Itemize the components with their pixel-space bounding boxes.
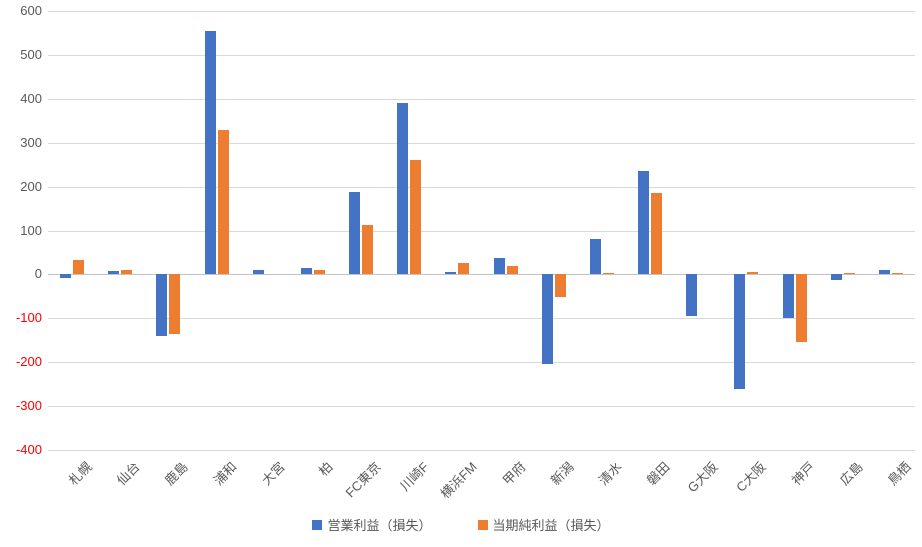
bar-net-profit xyxy=(169,274,181,334)
bar-operating-profit xyxy=(397,103,409,275)
gridline xyxy=(48,98,915,100)
x-axis-label: 柏 xyxy=(315,459,336,479)
y-axis-label: -400 xyxy=(15,442,42,457)
x-axis-label: 浦和 xyxy=(210,459,240,489)
gridline xyxy=(48,450,915,451)
bar-net-profit xyxy=(602,273,614,275)
bar-net-profit xyxy=(121,269,133,275)
x-axis-label: 鳥栖 xyxy=(884,459,914,489)
x-axis-label: 大宮 xyxy=(258,459,288,489)
bar-operating-profit xyxy=(638,171,650,275)
bar-net-profit xyxy=(217,129,229,275)
bar-operating-profit xyxy=(252,270,264,275)
y-axis-label: 200 xyxy=(20,178,42,194)
bar-operating-profit xyxy=(204,30,216,275)
bar-net-profit xyxy=(554,274,566,298)
bar-operating-profit xyxy=(108,270,120,275)
gridline xyxy=(48,54,915,56)
y-axis-label: 100 xyxy=(20,222,42,238)
y-axis-label: 500 xyxy=(20,46,42,62)
y-axis-label: -300 xyxy=(15,398,42,414)
y-axis-label: 300 xyxy=(20,134,42,150)
bar-operating-profit xyxy=(878,270,890,275)
bar-operating-profit xyxy=(60,274,72,278)
x-axis-label: 新潟 xyxy=(547,459,577,489)
x-axis-label: 清水 xyxy=(595,459,625,489)
bar-operating-profit xyxy=(493,257,505,275)
x-axis-label: 横浜FM xyxy=(437,459,481,502)
legend-swatch-net-profit-icon xyxy=(477,519,488,530)
gridline xyxy=(48,11,915,12)
x-axis-label: 鹿島 xyxy=(162,459,192,489)
x-axis-line xyxy=(48,274,915,276)
x-axis-label: 神戸 xyxy=(788,459,818,489)
gridline xyxy=(48,186,915,188)
gridline xyxy=(48,142,915,144)
gridline xyxy=(48,318,915,320)
x-axis-label: 川崎F xyxy=(397,459,432,494)
bar-operating-profit xyxy=(589,239,601,275)
x-axis-label: 広島 xyxy=(836,459,866,489)
legend-label-net-profit: 当期純利益（損失） xyxy=(492,518,610,533)
bar-operating-profit xyxy=(830,274,842,280)
bar-operating-profit xyxy=(349,192,361,275)
x-axis-label: 磐田 xyxy=(643,459,673,489)
bar-operating-profit xyxy=(782,274,794,319)
x-axis-label: G大阪 xyxy=(684,459,721,496)
x-axis-label: C大阪 xyxy=(733,459,770,495)
y-axis-label: -200 xyxy=(15,354,42,370)
gridline xyxy=(48,230,915,232)
bar-net-profit xyxy=(891,272,903,275)
legend: 営業利益（損失） 当期純利益（損失） xyxy=(0,515,922,534)
bar-net-profit xyxy=(73,259,85,275)
gridline xyxy=(48,362,915,364)
y-axis-label: 0 xyxy=(34,266,42,282)
x-axis-label: 仙台 xyxy=(113,459,143,489)
bar-net-profit xyxy=(843,272,855,275)
y-axis-label: -100 xyxy=(15,310,42,326)
bar-net-profit xyxy=(651,193,663,275)
legend-swatch-operating-profit-icon xyxy=(312,519,323,530)
bar-net-profit xyxy=(458,263,470,275)
bar-net-profit xyxy=(410,160,422,275)
bar-net-profit xyxy=(313,269,325,275)
bar-net-profit xyxy=(795,274,807,343)
x-axis-label: 札幌 xyxy=(65,459,95,489)
bar-operating-profit xyxy=(734,274,746,389)
legend-label-operating-profit: 営業利益（損失） xyxy=(327,518,432,533)
bar-operating-profit xyxy=(300,268,312,275)
bar-net-profit xyxy=(747,271,759,275)
bar-operating-profit xyxy=(445,272,457,275)
bar-operating-profit xyxy=(541,274,553,365)
legend-item-operating-profit: 営業利益（損失） xyxy=(312,515,432,534)
x-axis-label: 甲府 xyxy=(499,459,529,489)
gridline xyxy=(48,406,915,408)
y-axis-label: 400 xyxy=(20,90,42,106)
bar-operating-profit xyxy=(686,274,698,317)
bar-operating-profit xyxy=(156,274,168,336)
bar-net-profit xyxy=(362,224,374,275)
y-axis-label: 600 xyxy=(20,3,42,18)
x-axis-label: FC東京 xyxy=(342,459,384,501)
bar-net-profit xyxy=(506,265,518,275)
legend-item-net-profit: 当期純利益（損失） xyxy=(477,515,610,534)
